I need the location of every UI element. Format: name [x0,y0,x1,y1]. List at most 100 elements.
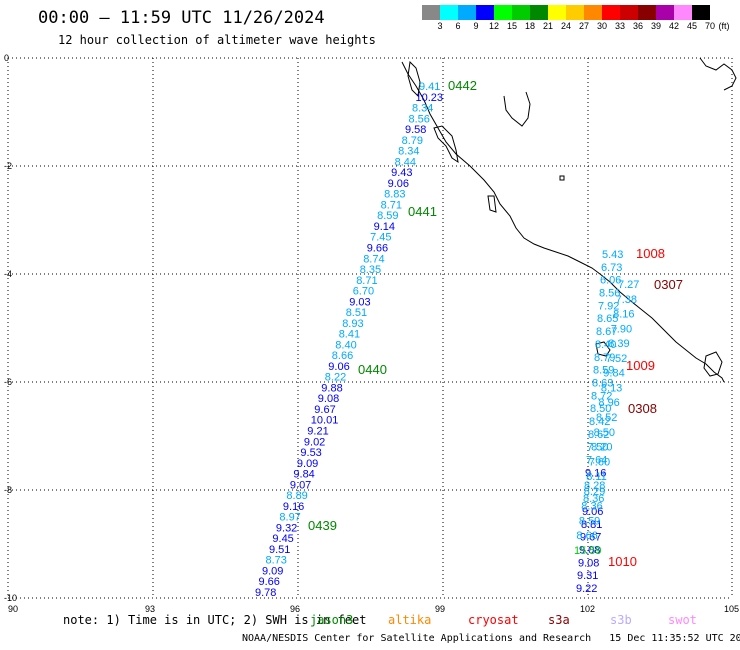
swh-value-pass-b: 7.92 [598,300,619,312]
lat-tick-label: 0 [4,53,9,63]
lat-tick-label: -10 [4,593,17,603]
satellite-name: cryosat [468,613,519,627]
swh-value-pass-a: 9.45 [272,533,293,545]
legend-value-label: 36 [632,21,643,31]
swh-value-pass-b: 8.50 [590,403,611,415]
legend-swatch [476,5,494,20]
swh-value-pass-a: 9.32 [276,522,297,534]
swh-value-pass-a: 8.74 [363,253,384,265]
swh-value-pass-b: 7.50 [587,442,608,454]
legend-swatch [692,5,710,20]
swh-value-pass-a: 8.83 [384,189,405,201]
legend-swatch [656,5,674,20]
swh-value-pass-a: 10.23 [416,92,444,104]
island-nias [433,125,459,164]
pass-label: 1010 [608,554,637,569]
legend-value-label: 9 [473,21,479,31]
swh-value-pass-a: 9.08 [318,393,339,405]
pass-label: 0441 [408,204,437,219]
swh-value-pass-b: 6.73 [601,262,622,274]
legend-swatch [584,5,602,20]
pass-label: 0307 [654,277,683,292]
legend-swatch [566,5,584,20]
swh-value-pass-a: 9.88 [321,382,342,394]
lon-tick-label: 90 [8,604,18,614]
swh-value-pass-b: 8.28 [584,480,605,492]
swh-value-pass-c: 8.96 [598,397,619,409]
satellite-name: s3a [548,613,570,627]
swh-value-pass-a: 8.51 [346,307,367,319]
swh-value-pass-c: 7.60 [589,456,610,468]
swh-value-pass-c: 8.20 [591,442,612,454]
legend-value-label: 24 [560,21,571,31]
swh-value-pass-b: 8.40 [595,339,616,351]
swh-value-pass-b: 9.08 [579,545,600,557]
swh-value-pass-c: 8.29 [584,486,605,498]
coastline-sumatra [401,61,725,383]
lon-tick-label: 102 [580,604,595,614]
swh-value-pass-b: 9.22 [576,583,597,595]
legend-swatch [548,5,566,20]
swh-value-pass-a: 9.16 [283,501,304,513]
satellite-name: swot [668,613,697,627]
satellite-name: jason3 [310,613,354,627]
coastline-borneo-edge [699,57,737,91]
swh-value-pass-c: 8.50 [594,427,615,439]
swh-value-pass-c: 8.11 [586,471,607,483]
swh-value-pass-a: 8.73 [266,555,287,567]
swh-value-pass-c: 8.36 [581,501,602,513]
legend-swatch [422,5,440,20]
legend-value-label: 21 [542,21,553,31]
swh-value-pass-a: 9.78 [255,587,276,599]
pass-label: 0439 [308,518,337,533]
coastline-malay [503,91,531,127]
island-enggano [703,351,723,377]
swh-value-pass-c: 8.52 [596,412,617,424]
legend-unit: (ft) [718,21,730,31]
island-small-1 [487,195,497,213]
swh-value-pass-c: 15.59 [574,545,602,557]
swh-value-pass-a: 8.59 [377,210,398,222]
swh-value-pass-a: 9.58 [405,124,426,136]
satellite-name: altika [388,613,432,627]
axis-labels: 90 93 96 99 102 105 0 -2 -4 -6 -8 -10 [4,53,739,614]
swh-value-pass-b: 8.42 [589,416,610,428]
swh-value-pass-a: 8.44 [395,156,416,168]
lon-tick-label: 96 [290,604,300,614]
map-grid [7,57,733,599]
swh-value-pass-c: 8.13 [601,382,622,394]
swh-value-pass-a: 9.67 [314,404,335,416]
pass-label: 1008 [636,246,665,261]
swh-value-pass-b: 8.62 [588,429,609,441]
swh-value-pass-a: 9.09 [297,458,318,470]
swh-value-pass-a: 9.14 [374,221,395,233]
swh-value-pass-a: 8.34 [398,146,419,158]
swh-value-pass-c: 9.84 [603,368,624,380]
legend-swatch [512,5,530,20]
legend-swatch [440,5,458,20]
legend-swatch [602,5,620,20]
swh-value-pass-b: 8.59 [593,365,614,377]
legend-value-label: 6 [455,21,461,31]
legend-swatch [674,5,692,20]
swh-value-pass-b: 7.64 [586,455,607,467]
swh-value-pass-a: 8.22 [325,372,346,384]
swh-value-pass-b: 8.72 [591,390,612,402]
lon-tick-label: 93 [145,604,155,614]
swh-value-pass-c: 8.16 [613,309,634,321]
island-small-2 [559,175,565,181]
swh-value-pass-a: 9.06 [388,178,409,190]
swh-value-pass-c: 7.90 [611,323,632,335]
legend-value-label: 42 [668,21,679,31]
page-title: 00:00 – 11:59 UTC 11/26/2024 [38,8,325,28]
lat-tick-label: -6 [4,377,12,387]
swh-value-pass-a: 9.66 [259,576,280,588]
swh-value-pass-b: 6.06 [600,275,621,287]
footer-note: note: 1) Time is in UTC; 2) SWH is in fe… [63,613,367,627]
swh-value-pass-a: 8.71 [356,275,377,287]
legend-swatch [458,5,476,20]
swh-value-pass-b: 8.63 [592,378,613,390]
swh-value-pass-b: 9.06 [582,506,603,518]
legend-swatch [494,5,512,20]
swh-value-pass-a: 9.66 [367,243,388,255]
